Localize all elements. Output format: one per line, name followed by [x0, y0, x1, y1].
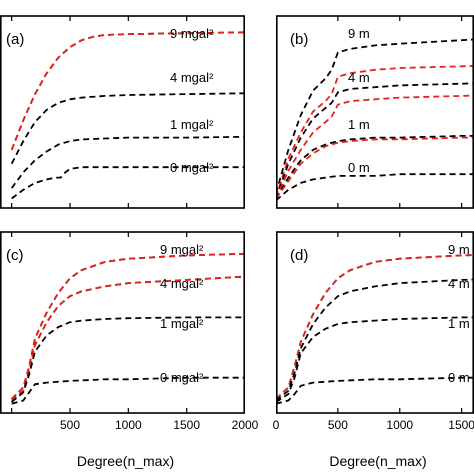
- curve-label: 9 mgal²: [160, 242, 204, 257]
- plot-frame: [0, 231, 245, 414]
- series-line-black: [276, 135, 474, 199]
- curve-label: 4 mgal²: [160, 276, 204, 291]
- series-line-black: [11, 252, 245, 400]
- curve-label: 9 m: [348, 26, 370, 41]
- x-tick-label: 1500: [173, 418, 200, 432]
- series-line-black: [276, 376, 474, 405]
- series-line-black: [10, 31, 245, 151]
- x-tick-label: 1000: [115, 418, 142, 432]
- panel-label: (d): [290, 247, 308, 264]
- series-line-black: [10, 135, 245, 189]
- series-line-black: [276, 38, 474, 194]
- curve-label: 1 mgal²: [160, 316, 204, 331]
- panel-label: (c): [6, 247, 24, 264]
- series-line-black: [11, 166, 245, 200]
- curve-label: 1 m: [348, 117, 370, 132]
- series-line-red: [276, 254, 474, 400]
- curve-label: 1 m: [448, 316, 470, 331]
- curve-label: 4 mgal²: [170, 70, 214, 85]
- curve-label: 9 m: [448, 242, 470, 257]
- series-line-red: [276, 136, 474, 200]
- x-tick-label: 2000: [232, 418, 259, 432]
- series-line-black: [276, 254, 474, 400]
- curve-label: 4 m: [348, 70, 370, 85]
- series-line-black: [276, 82, 474, 199]
- panel-a: (a) 9 mgal² 4 mgal² 1 mgal² 0 mgal²: [0, 15, 245, 209]
- series-line-black: [276, 316, 474, 403]
- series-line-black: [11, 376, 245, 405]
- series-line-black: [10, 92, 245, 165]
- plot-frame: [0, 15, 245, 209]
- curve-label: 9 mgal²: [170, 26, 214, 41]
- series-group: [11, 252, 245, 405]
- curve-label: 0 mgal²: [160, 370, 204, 385]
- x-tick-label: 1500: [448, 418, 474, 432]
- x-axis-label: Degree(n_max): [329, 453, 426, 469]
- series-group: [10, 31, 245, 200]
- x-tick-label: 500: [60, 418, 80, 432]
- curve-label: 1 mgal²: [170, 117, 214, 132]
- series-group: [276, 254, 474, 405]
- series-line-red: [276, 94, 474, 199]
- x-tick-label: 0: [273, 418, 280, 432]
- curve-label: 0 mgal²: [170, 160, 214, 175]
- series-line-black: [276, 173, 474, 201]
- series-group: [276, 38, 474, 201]
- curve-label: 0 m: [348, 160, 370, 175]
- plot-frame: [275, 15, 474, 209]
- panel-b: (b) 9 m 4 m 1 m 0 m: [275, 15, 474, 209]
- series-line-red: [10, 31, 245, 151]
- curve-label: 0 m: [448, 370, 470, 385]
- panel-label: (a): [6, 31, 24, 48]
- x-tick-label: 500: [328, 418, 348, 432]
- series-line-black: [11, 316, 245, 403]
- series-line-red: [11, 275, 245, 402]
- x-tick-label: 1000: [386, 418, 413, 432]
- series-line-black: [276, 278, 474, 402]
- curve-label: 4 m: [448, 276, 470, 291]
- series-line-red: [11, 252, 245, 400]
- plot-frame: [275, 231, 474, 414]
- series-line-red: [276, 65, 474, 198]
- x-axis-label: Degree(n_max): [77, 453, 174, 469]
- panel-label: (b): [290, 31, 308, 48]
- panel-c: (c) 9 mgal² 4 mgal² 1 mgal² 0 mgal² 500 1000 15…: [0, 231, 259, 469]
- panel-d: (d) 9 m 4 m 1 m 0 m 0 500 1000 1500 Degree(n_max): [273, 231, 474, 469]
